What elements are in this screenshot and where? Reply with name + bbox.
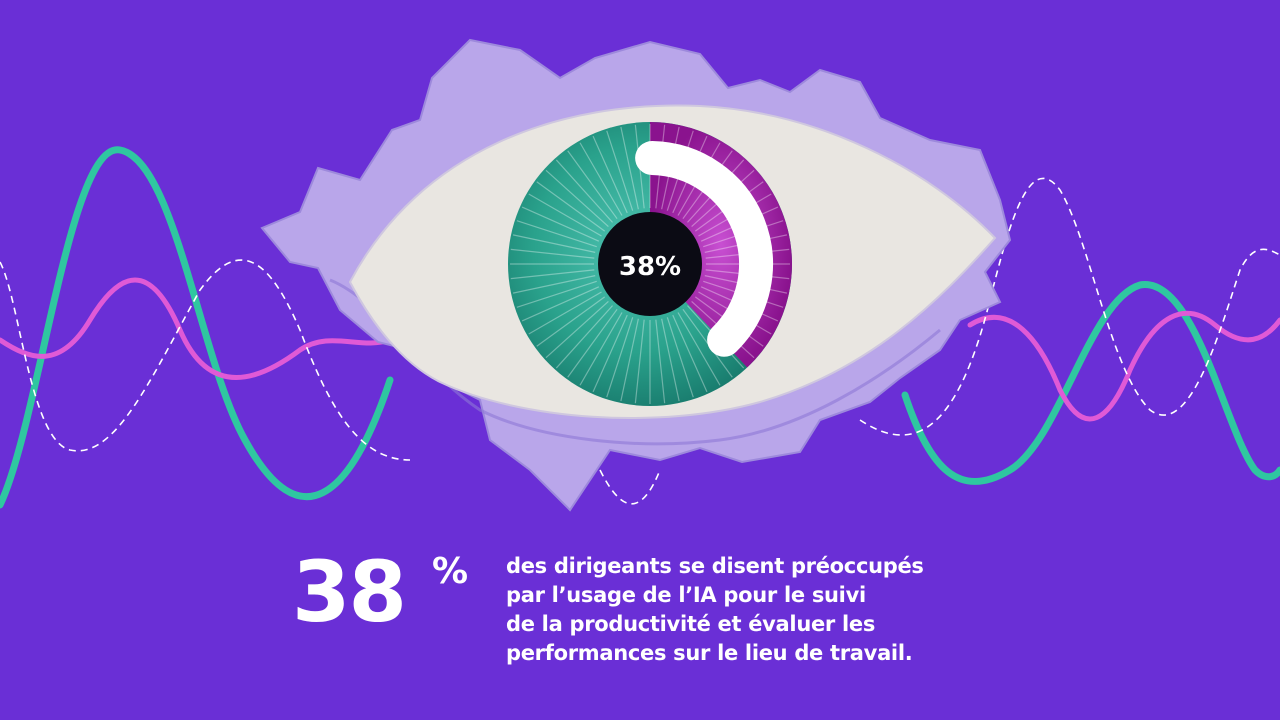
wave-lines-left	[0, 146, 411, 509]
headline: 38 % des dirigeants se disent préoccupés…	[292, 548, 1012, 698]
iris-ray	[567, 308, 618, 378]
iris-ray	[545, 169, 609, 227]
iris-ray	[510, 248, 595, 259]
iris-ray	[666, 317, 694, 398]
wave-dashed-left	[0, 259, 411, 461]
iris-ray	[661, 318, 680, 402]
iris-ray	[528, 291, 602, 335]
iris-ray	[536, 296, 606, 347]
iris-group	[508, 122, 792, 406]
iris-ray	[512, 234, 596, 253]
iris-ray	[555, 159, 613, 223]
iris-ray	[620, 318, 639, 402]
wave-lines-right	[599, 177, 1280, 505]
gauge-progress-arc	[635, 141, 773, 357]
description-line: des dirigeants se disent préoccupés	[506, 554, 924, 578]
iris-ray	[567, 150, 618, 220]
headline-number: 38	[292, 543, 407, 641]
iris-ray	[536, 181, 606, 232]
description-line: performances sur le lieu de travail.	[506, 641, 913, 665]
iris-ray	[528, 193, 602, 237]
headline-percent-sign: %	[432, 551, 469, 592]
wave-pink-left	[0, 277, 393, 380]
iris-ray	[634, 319, 645, 404]
iris-ray	[545, 301, 609, 359]
iris-ray	[655, 319, 666, 404]
iris-ray	[521, 206, 600, 242]
iris-ray	[606, 130, 634, 211]
wave-dashed-bottom	[599, 469, 661, 505]
wave-pink-right	[967, 310, 1280, 422]
pupil	[598, 212, 702, 316]
headline-description: des dirigeants se disent préoccupés par …	[506, 552, 1006, 668]
iris-ray	[606, 317, 634, 398]
iris-ray	[620, 126, 639, 210]
iris-ray	[579, 312, 623, 386]
iris-ray	[521, 286, 600, 322]
wave-green-right	[901, 281, 1280, 485]
wave-green-left	[0, 146, 394, 509]
iris-ray	[516, 280, 597, 308]
iris-ray	[510, 269, 595, 280]
iris-ray	[592, 135, 628, 214]
gauge-label: 38%	[619, 252, 681, 282]
description-line: de la productivité et évaluer les	[506, 612, 876, 636]
description-line: par l’usage de l’IA pour le suivi	[506, 583, 866, 607]
wave-dashed-right	[859, 177, 1280, 436]
iris-ray	[579, 142, 623, 216]
iris-ray	[672, 314, 708, 393]
iris-ray	[516, 220, 597, 248]
iris-ray	[555, 305, 613, 369]
iris-ray	[592, 314, 628, 393]
iris-ray	[677, 312, 721, 386]
iris-ray	[512, 275, 596, 294]
